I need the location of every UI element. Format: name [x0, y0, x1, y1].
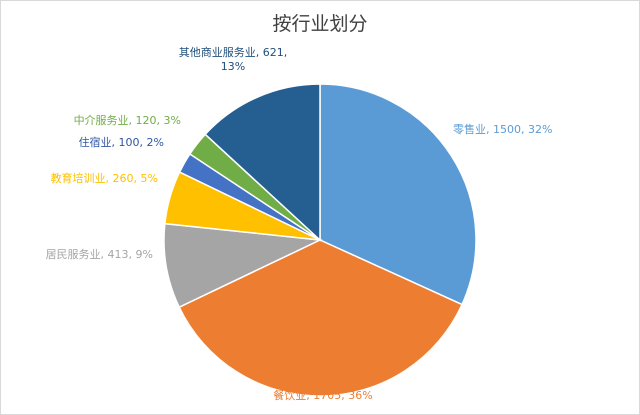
- data-label-line: 教育培训业, 260, 5%: [51, 171, 158, 185]
- data-label-line: 13%: [221, 60, 245, 73]
- data-label: 零售业, 1500, 32%: [453, 122, 552, 136]
- pie-slice: [204, 83, 321, 242]
- data-label-line: 零售业, 1500, 32%: [453, 122, 552, 136]
- data-label-line: 居民服务业, 413, 9%: [46, 248, 153, 261]
- pie-slice: [319, 83, 477, 306]
- data-label-line: 餐饮业, 1705, 36%: [273, 388, 372, 402]
- data-label: 餐饮业, 1705, 36%: [273, 388, 372, 402]
- data-label: 住宿业, 100, 2%: [79, 135, 164, 149]
- data-label: 教育培训业, 260, 5%: [51, 171, 158, 185]
- data-label-line: 中介服务业, 120, 3%: [74, 114, 181, 127]
- data-label: 其他商业服务业, 621, 13%: [179, 45, 288, 73]
- pie-slice: [178, 239, 464, 397]
- pie-slice: [163, 222, 323, 309]
- data-label: 居民服务业, 413, 9%: [46, 248, 153, 261]
- data-label-line: 其他商业服务业, 621,: [179, 45, 288, 59]
- chart-title: 按行业划分: [272, 13, 368, 35]
- data-label-line: 住宿业, 100, 2%: [79, 135, 164, 149]
- data-label: 中介服务业, 120, 3%: [74, 114, 181, 127]
